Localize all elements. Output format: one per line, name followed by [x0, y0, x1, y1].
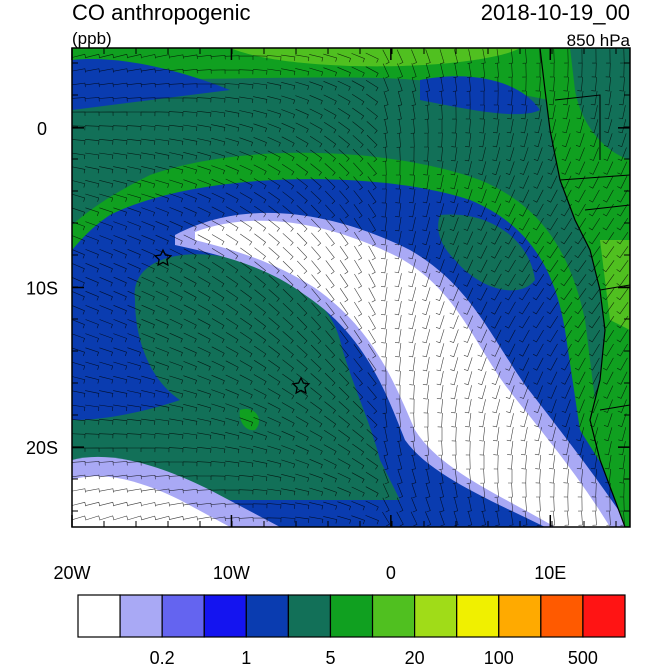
x-tick-label: 10E [534, 563, 566, 583]
colorbar-box [582, 594, 626, 638]
colorbar-box [203, 594, 247, 638]
africa-land [539, 48, 630, 527]
colorbar-label: 100 [484, 648, 514, 667]
colorbar-box [119, 594, 163, 638]
colorbar-label: 5 [325, 648, 335, 667]
white-plume [195, 220, 610, 527]
y-tick-label: 10S [26, 279, 58, 299]
colorbar-box [414, 594, 458, 638]
colorbar-box [245, 594, 289, 638]
colorbar-label: 500 [568, 648, 598, 667]
x-tick-label: 20W [53, 563, 90, 583]
colorbar-box [161, 594, 205, 638]
y-tick-label: 0 [37, 119, 47, 139]
colorbar-box [498, 594, 542, 638]
colorbar-box [371, 594, 416, 638]
title: CO anthropogenic [72, 0, 251, 25]
green-patch [239, 409, 260, 431]
colorbar: 0.2 1 5 20 100 500 [77, 594, 626, 668]
colorbar-box [287, 594, 332, 638]
colorbar-label: 20 [405, 648, 425, 667]
x-tick-label: 0 [386, 563, 396, 583]
date: 2018-10-19_00 [481, 0, 630, 25]
land-field [600, 240, 630, 330]
axes: 20W 10W 0 10E 0 10S 20S [26, 48, 630, 583]
level: 850 hPa [567, 31, 631, 50]
colorbar-label: 1 [241, 648, 251, 667]
wind-barbs [72, 48, 629, 527]
site-marker [291, 376, 311, 395]
borders [554, 94, 630, 411]
units: (ppb) [72, 29, 112, 48]
green-band [72, 48, 630, 120]
x-tick-label: 10W [213, 563, 250, 583]
green-patch [438, 214, 535, 291]
colorbar-box [329, 594, 374, 638]
blue-patch [72, 59, 230, 110]
map-field [72, 48, 630, 527]
colorbar-box [456, 594, 500, 638]
colorbar-box [77, 594, 121, 638]
site-marker [153, 248, 173, 267]
wind-barb [72, 48, 629, 527]
colorbar-label: 0.2 [150, 648, 175, 667]
y-tick-label: 20S [26, 438, 58, 458]
colorbar-box [540, 594, 584, 638]
